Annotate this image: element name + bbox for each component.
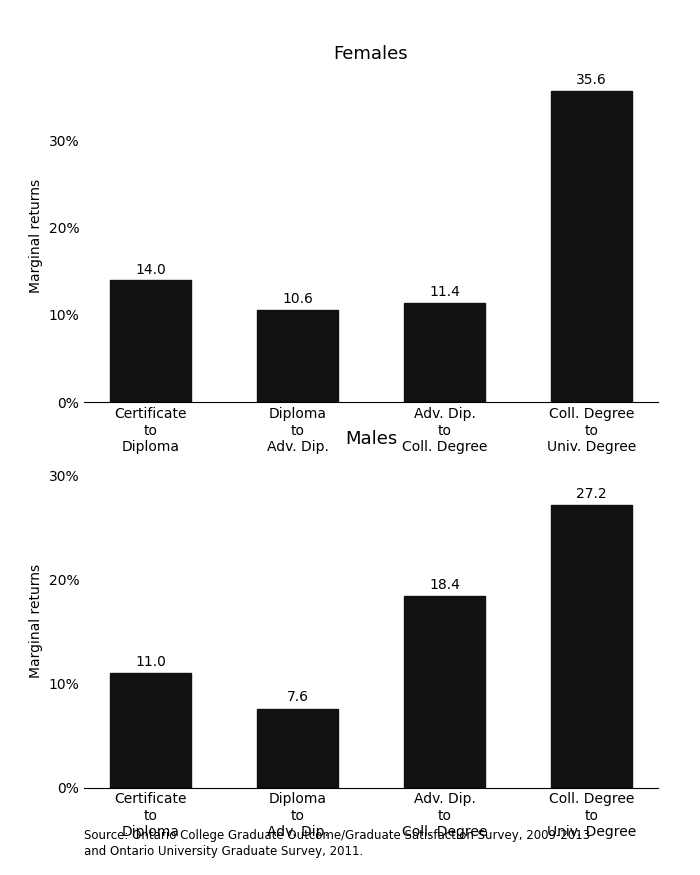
Title: Females: Females [334, 45, 408, 63]
Y-axis label: Marginal returns: Marginal returns [29, 179, 43, 293]
Text: 7.6: 7.6 [286, 690, 309, 704]
Text: Source: Ontario College Graduate Outcome/Graduate Satisfaction Survey, 2009-2013: Source: Ontario College Graduate Outcome… [84, 830, 590, 858]
Bar [551, 91, 632, 403]
Text: 27.2: 27.2 [576, 487, 607, 500]
Title: Males: Males [345, 430, 397, 448]
Text: 35.6: 35.6 [576, 74, 607, 88]
Text: 11.0: 11.0 [135, 655, 166, 669]
Text: 18.4: 18.4 [429, 578, 460, 592]
Bar [110, 673, 191, 788]
Bar [257, 310, 338, 402]
Text: 14.0: 14.0 [135, 262, 166, 276]
Bar [110, 280, 191, 402]
Bar [404, 597, 485, 788]
Text: 11.4: 11.4 [429, 285, 460, 299]
Bar [551, 505, 632, 788]
Text: 10.6: 10.6 [282, 292, 313, 306]
Bar [257, 709, 338, 788]
Y-axis label: Marginal returns: Marginal returns [29, 564, 43, 678]
Bar [404, 303, 485, 403]
